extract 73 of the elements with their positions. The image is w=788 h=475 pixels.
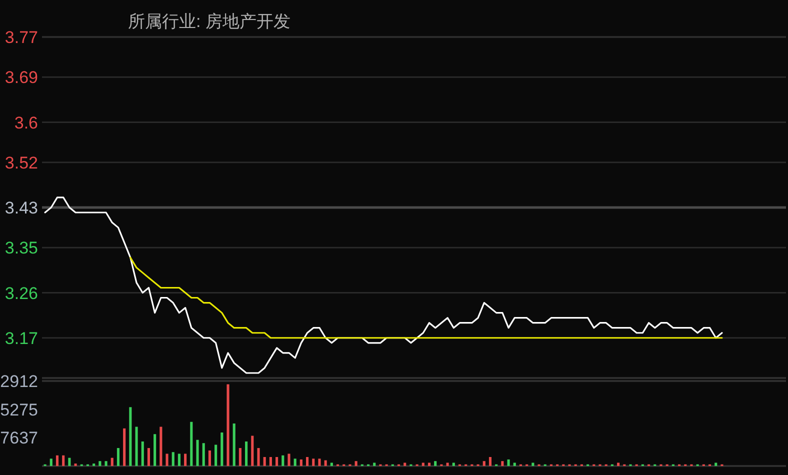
bar xyxy=(190,422,193,466)
bar xyxy=(129,407,132,466)
bar xyxy=(269,457,272,466)
text: 2912 xyxy=(0,372,38,391)
y-tick-label: 3.77 xyxy=(4,28,38,47)
y-tick-label: 3.69 xyxy=(4,68,38,88)
bar xyxy=(154,434,156,466)
bar xyxy=(501,461,504,466)
bar xyxy=(110,458,114,466)
bar xyxy=(507,459,510,466)
y-tick-label: 3.6 xyxy=(14,113,38,132)
bar xyxy=(282,455,284,466)
bar xyxy=(532,462,534,466)
text: 7637 xyxy=(0,428,38,448)
bar xyxy=(56,455,59,466)
bar xyxy=(257,448,260,466)
bar xyxy=(513,462,516,466)
bar xyxy=(172,452,174,466)
y-tick-label: 3.26 xyxy=(4,284,38,303)
bar xyxy=(300,459,302,466)
bar xyxy=(116,448,120,466)
bar xyxy=(306,457,309,466)
text: 5275 xyxy=(0,400,38,420)
bar xyxy=(330,462,333,466)
bar xyxy=(147,448,150,466)
chart-title: 所属行业: 房地产开发 xyxy=(128,12,290,31)
bar xyxy=(373,462,376,466)
bar xyxy=(62,455,65,466)
bar xyxy=(123,428,126,466)
bar xyxy=(263,457,266,466)
bar xyxy=(446,462,449,466)
bar xyxy=(166,454,168,466)
bar xyxy=(288,454,290,466)
bar xyxy=(428,462,431,466)
bar xyxy=(714,462,718,466)
bar xyxy=(50,458,52,466)
bar xyxy=(294,458,296,466)
y-tick-label: 3.43 xyxy=(4,198,38,218)
bar xyxy=(68,458,71,466)
bar xyxy=(104,461,108,466)
bar xyxy=(251,436,254,466)
bar xyxy=(404,462,406,466)
bar xyxy=(232,424,236,466)
bar xyxy=(220,432,224,466)
line-series xyxy=(44,196,723,374)
bar xyxy=(324,460,327,466)
bar xyxy=(208,450,211,466)
bar xyxy=(196,440,199,466)
bar xyxy=(354,461,358,466)
bar xyxy=(141,441,144,466)
bar xyxy=(482,461,486,466)
y-tick-label: 3.35 xyxy=(4,238,38,258)
bar xyxy=(98,461,102,466)
bar xyxy=(184,454,187,466)
bar xyxy=(214,444,218,466)
bar xyxy=(202,443,205,466)
y-tick-label: 3.52 xyxy=(4,153,38,172)
line-series xyxy=(130,256,723,339)
bar xyxy=(452,462,455,466)
bar xyxy=(178,454,180,466)
bar xyxy=(160,426,162,466)
bar xyxy=(135,426,138,466)
bar xyxy=(312,458,315,466)
bar xyxy=(434,461,437,466)
bar xyxy=(318,458,321,466)
bar xyxy=(617,462,620,466)
bar xyxy=(276,457,278,466)
bar xyxy=(488,457,492,466)
y-tick-label: 3.17 xyxy=(4,328,38,348)
bar xyxy=(238,448,242,466)
bar xyxy=(422,462,424,466)
bar xyxy=(226,384,230,466)
bar xyxy=(245,441,248,466)
